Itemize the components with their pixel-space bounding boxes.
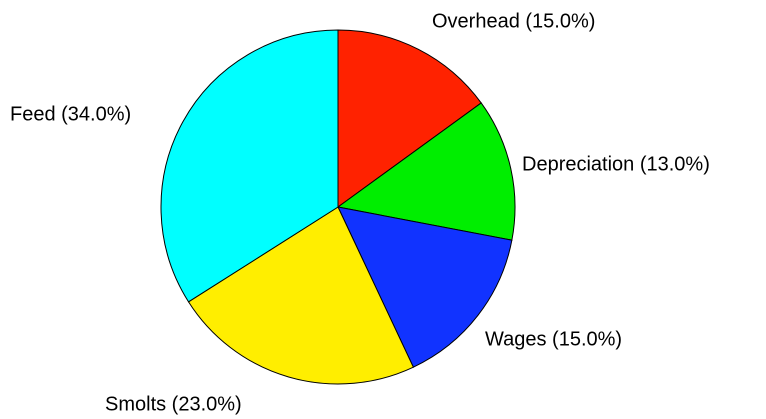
- slice-label: Wages (15.0%): [485, 328, 622, 350]
- pie-slice: [336, 102, 516, 241]
- slice-label: Smolts (23.0%): [105, 393, 242, 415]
- slice-label: Depreciation (13.0%): [522, 153, 710, 175]
- slice-label: Overhead (15.0%): [432, 10, 595, 32]
- pie-slice: [337, 29, 482, 208]
- slice-label: Feed (34.0%): [10, 103, 131, 125]
- pie-slice: [187, 206, 415, 385]
- pie-slice: [160, 29, 339, 303]
- pie-slice: [337, 206, 513, 368]
